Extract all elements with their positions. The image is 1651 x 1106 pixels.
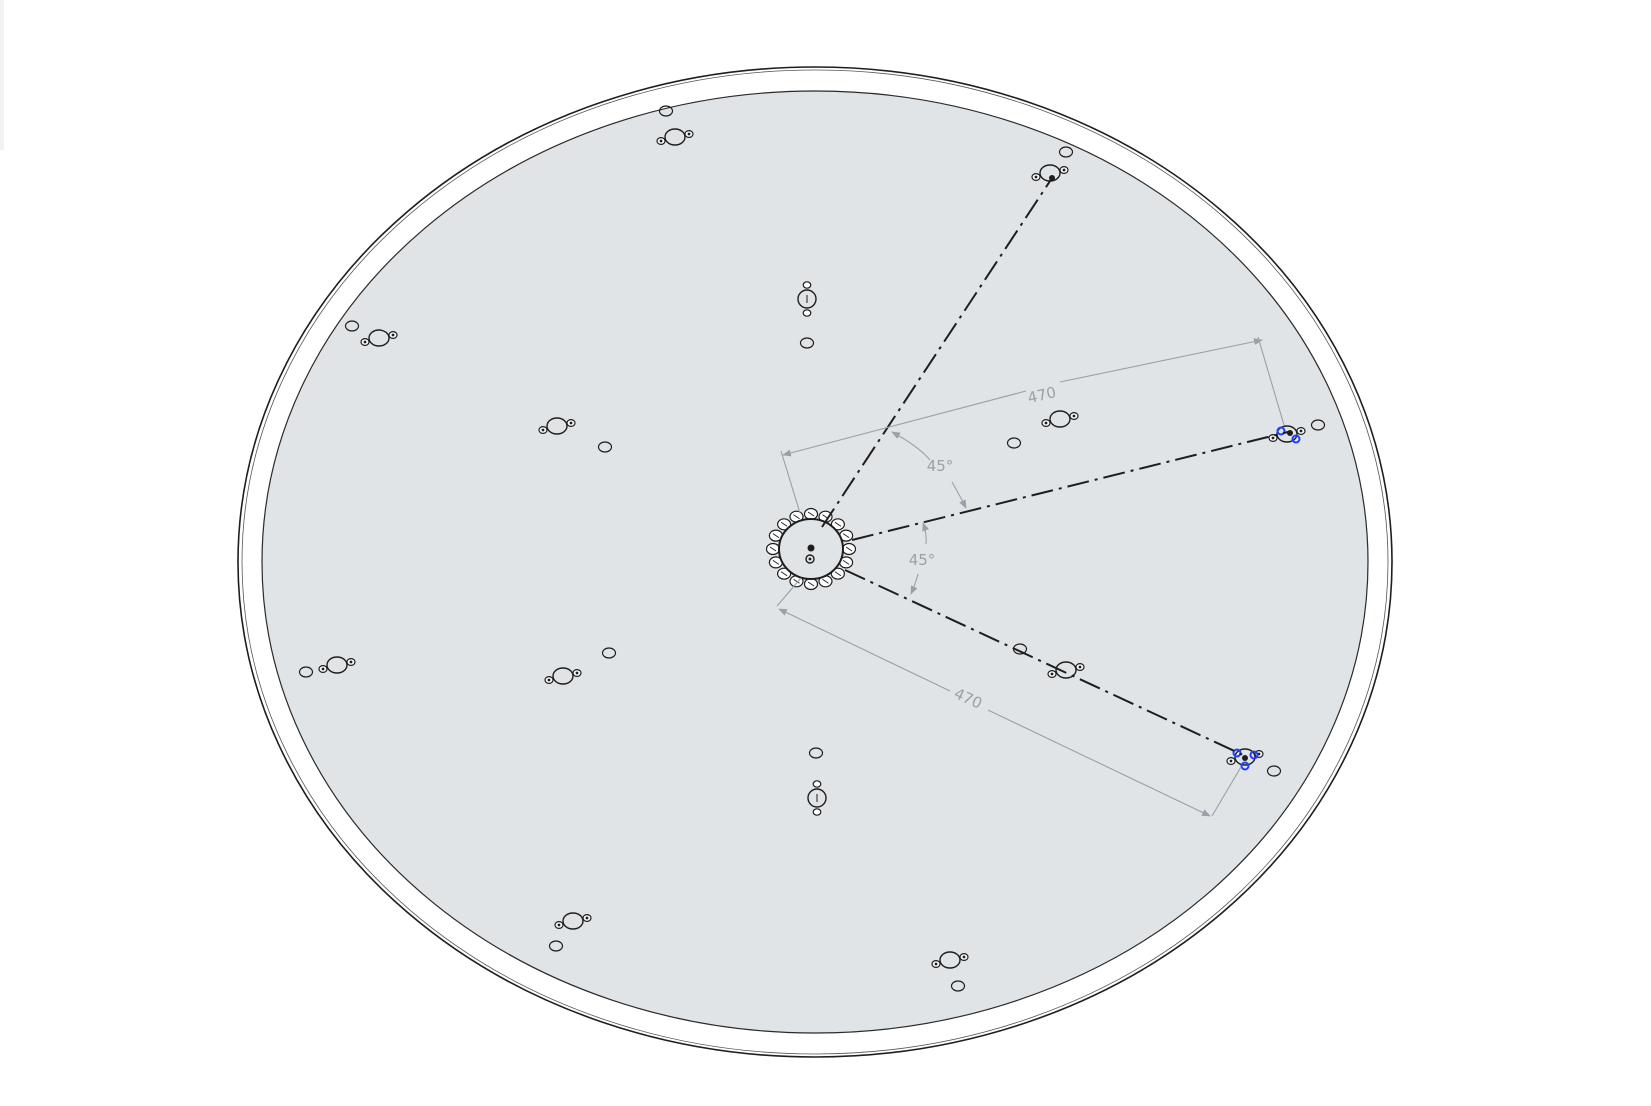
angle-arc-upper (891, 431, 931, 461)
panel-edge-handle[interactable] (0, 0, 4, 150)
hub-bolt-slot (834, 571, 842, 577)
extension-line (1211, 766, 1242, 817)
hub-bolt-slot (822, 578, 829, 584)
dimension-line-lower-470 (778, 608, 951, 692)
centerline-upper (821, 177, 1053, 528)
hub-bolt-slot (807, 511, 815, 517)
hub-bolt-slot (842, 533, 850, 538)
hub-bolt-slot (845, 546, 853, 552)
angle-label-lower[interactable]: 45° (909, 551, 936, 569)
extension-line (1257, 336, 1285, 426)
construction-lines[interactable] (821, 177, 1289, 756)
hub-bolt-slot (769, 546, 777, 552)
dimension-annotations[interactable] (776, 336, 1285, 817)
dimension-label-upper-length[interactable]: 470 (1026, 383, 1058, 407)
hub-bolt-slot (793, 514, 800, 520)
hub-bolt-slot (842, 560, 850, 565)
hub-bolt-slot (772, 560, 780, 565)
center-hub[interactable] (765, 507, 857, 591)
hub-bolt-slot (780, 521, 788, 527)
selected-sketch-points[interactable] (1232, 426, 1301, 771)
extension-line (776, 577, 802, 607)
hub-bolt-slot (780, 571, 788, 577)
centerline-middle (851, 431, 1289, 541)
hub-bolt-slot (772, 533, 780, 538)
hub-bolt-slot (793, 578, 800, 584)
angle-arc-lower (922, 522, 930, 545)
dimension-line-upper-470 (782, 390, 1027, 457)
hub-bolt-slot (807, 581, 815, 587)
angle-label-upper[interactable]: 45° (927, 457, 954, 475)
hub-bolt-ring (765, 507, 857, 591)
hub-bolt-slot (834, 521, 842, 527)
extension-line (780, 450, 801, 514)
